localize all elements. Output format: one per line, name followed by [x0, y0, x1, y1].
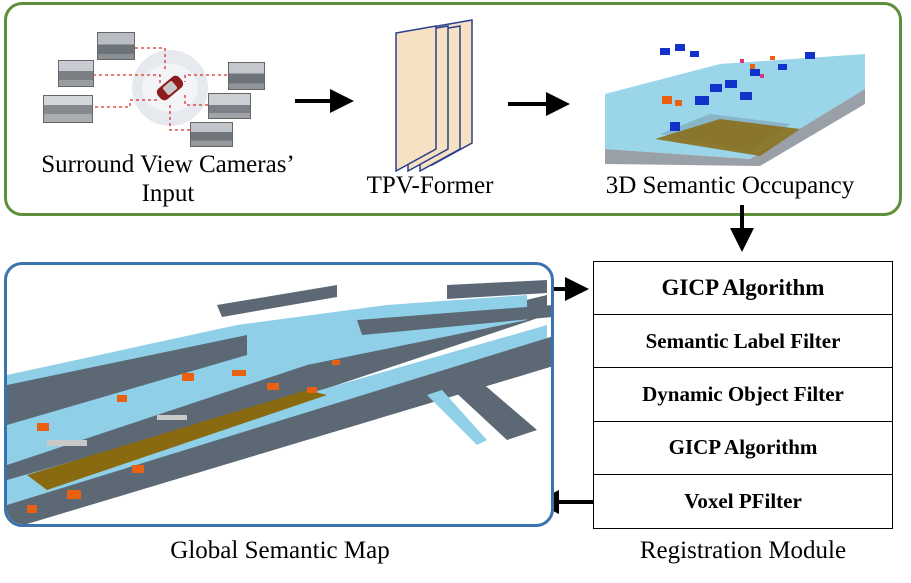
- registration-caption: Registration Module: [639, 537, 847, 564]
- global-semantic-map-frame: [4, 262, 554, 527]
- registration-step-voxel-pfilter: Voxel PFilter: [684, 488, 802, 513]
- global-map-graphic: [7, 280, 551, 524]
- camera-links-graphic: [93, 47, 227, 131]
- registration-step-dynamic-object-filter: Dynamic Object Filter: [594, 368, 892, 422]
- tpv-former-caption: TPV-Former: [366, 172, 494, 199]
- camera-thumbnail-left: [58, 60, 94, 87]
- registration-step-semantic-label-filter: Semantic Label Filter: [594, 315, 892, 369]
- camera-thumbnail-front-left: [97, 32, 135, 60]
- input-caption-line2: Input: [141, 180, 195, 207]
- registration-step-gicp-2: GICP Algorithm: [594, 422, 892, 475]
- registration-step-gicp-1: GICP Algorithm: [594, 262, 892, 316]
- camera-thumbnail-right: [208, 93, 251, 119]
- occupancy-caption: 3D Semantic Occupancy: [605, 172, 855, 199]
- registration-module: GICP Algorithm Semantic Label Filter Dyn…: [593, 261, 893, 529]
- camera-thumbnail-back: [190, 122, 233, 147]
- surround-cameras-illustration: [40, 30, 285, 147]
- camera-thumbnail-front-right: [228, 62, 265, 90]
- global-map-caption: Global Semantic Map: [170, 537, 390, 564]
- occupancy-graphic: [605, 44, 865, 166]
- camera-thumbnail-back-left: [43, 95, 93, 123]
- input-caption: Surround View Cameras’ Input: [18, 150, 318, 208]
- input-caption-line1: Surround View Cameras’: [41, 151, 295, 178]
- tpv-former-graphic: [395, 19, 473, 173]
- pipeline-frame: [4, 2, 902, 216]
